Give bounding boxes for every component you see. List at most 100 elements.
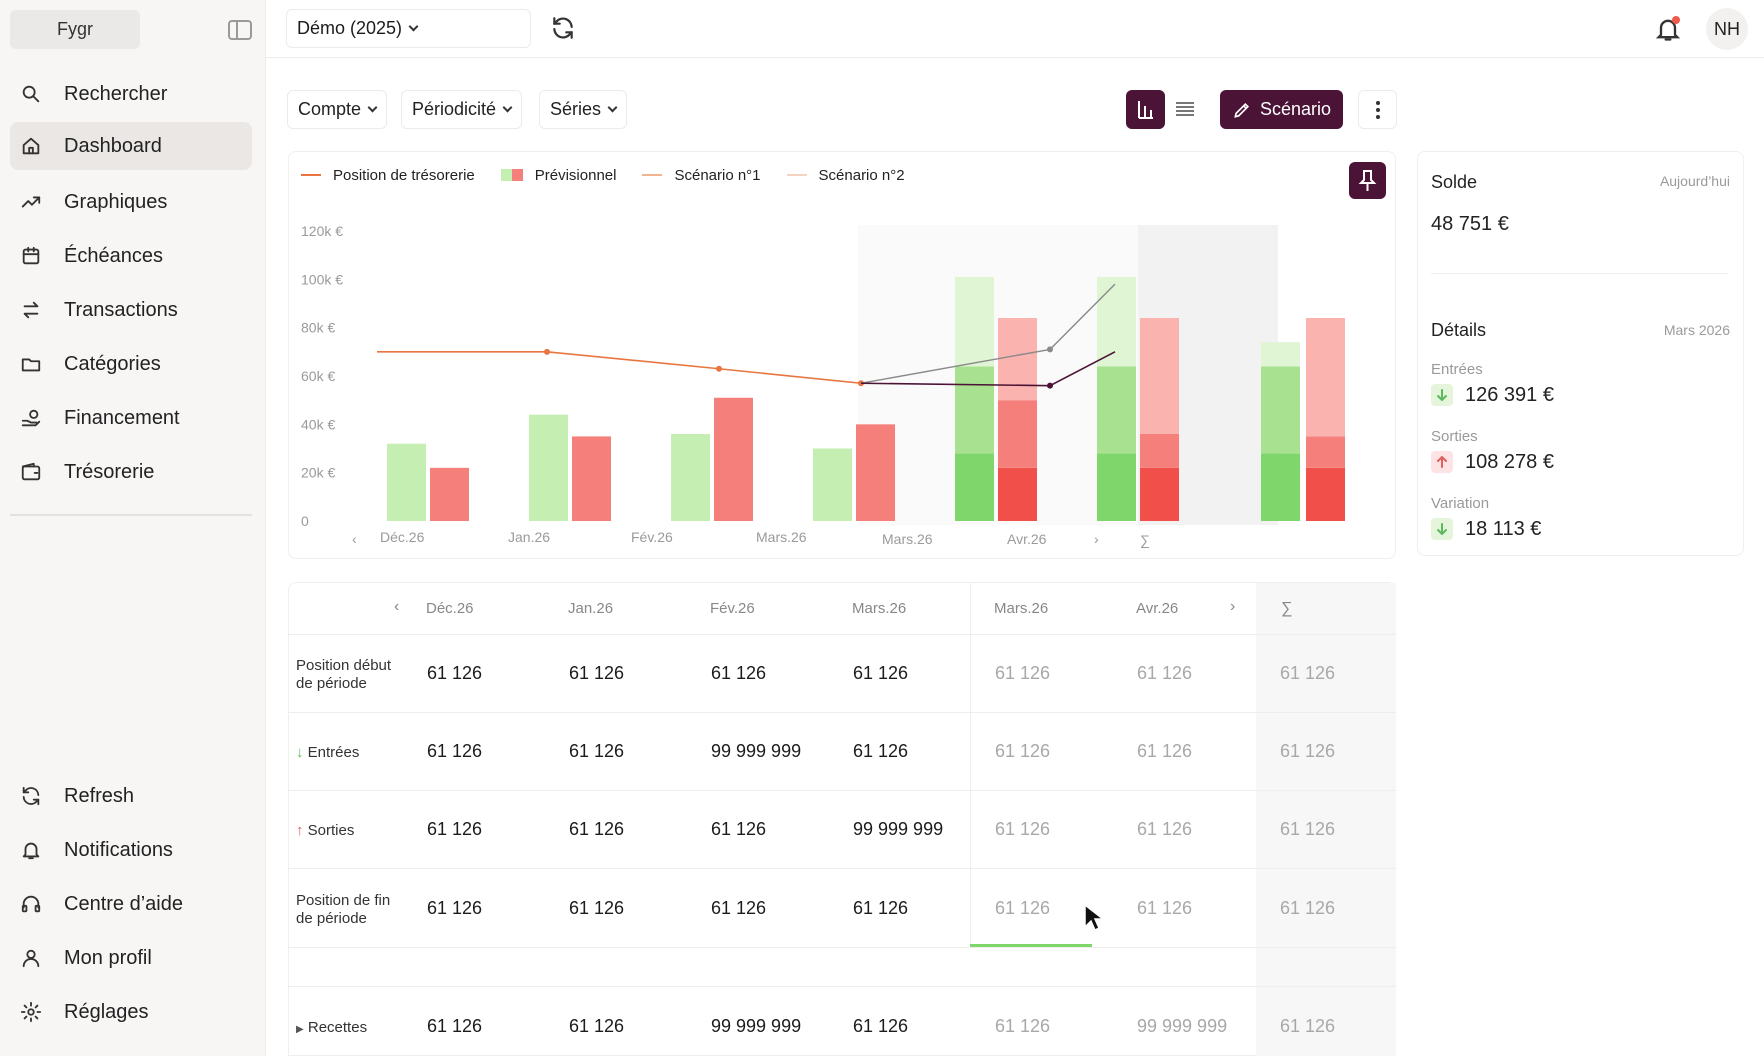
arrow-down-icon [1431,518,1453,540]
compte-filter[interactable]: Compte [287,90,388,129]
sidebar-item-refresh[interactable]: Refresh [10,772,252,820]
sum-label: ∑ [1140,532,1150,548]
legend-position[interactable]: Position de trésorerie [301,167,475,184]
avatar[interactable]: NH [1706,8,1748,50]
forecast-outflow-segment [998,318,1037,401]
table-cell[interactable]: 61 126 [569,741,625,761]
legend-scenario2[interactable]: Scénario n°2 [786,167,905,184]
table-cell[interactable]: 61 126 [1137,741,1193,761]
table-cell[interactable]: 61 126 [995,741,1051,761]
table-cell[interactable]: 61 126 [711,898,767,918]
arrow-down-icon: ↓ [296,744,304,761]
table-cell[interactable]: 99 999 999 [1137,1016,1228,1036]
sidebar-item-tresorerie[interactable]: Trésorerie [10,448,252,496]
inflow-bar [671,434,710,521]
table-cell[interactable]: 61 126 [853,741,909,761]
table-cell[interactable]: 61 126 [853,663,909,683]
chevron-down-icon [408,21,419,32]
row-label-recettes[interactable]: ▶ Recettes [296,1019,367,1039]
periodicite-filter[interactable]: Périodicité [401,90,523,129]
table-cell[interactable]: 61 126 [427,898,483,918]
sidebar-item-rechercher[interactable]: Rechercher [10,70,252,118]
table-cell[interactable]: 61 126 [853,898,909,918]
series-filter[interactable]: Séries [539,90,628,129]
table-cell[interactable]: 61 126 [995,819,1051,839]
details-date: Mars 2026 [1663,322,1730,338]
table-cell[interactable]: 99 999 999 [711,1016,802,1036]
table-cell[interactable]: 61 126 [995,1016,1051,1036]
table-cell[interactable]: 61 126 [853,1016,909,1036]
bell-icon [20,839,42,861]
details-label: Détails [1431,320,1487,340]
x-tick-label: Fév.26 [631,529,673,545]
sidebar-item-transactions[interactable]: Transactions [10,286,252,334]
table-cell[interactable]: 99 999 999 [853,819,944,839]
sum-cell: 61 126 [1280,741,1336,761]
sidebar-item-notifications[interactable]: Notifications [10,826,252,874]
legend-scenario1[interactable]: Scénario n°1 [642,167,761,184]
table-cell[interactable]: 61 126 [1137,663,1193,683]
forecast-outflow-segment [1140,318,1179,434]
sidebar-item-reglages[interactable]: Réglages [10,988,252,1036]
workspace-label: Démo (2025) [297,18,403,38]
table-view-button[interactable] [1165,90,1204,129]
sidebar-item-financement[interactable]: Financement [10,394,252,442]
table-cell[interactable]: 61 126 [569,819,625,839]
chevron-right-icon[interactable]: › [1230,598,1236,615]
sidebar-item-label: Notifications [64,838,173,861]
scenario-button[interactable]: Scénario [1220,90,1343,129]
workspace-brand[interactable]: Fygr [10,10,140,49]
workspace-select[interactable]: Démo (2025) [286,9,531,48]
sidebar-collapse-icon[interactable] [228,20,252,40]
pin-button[interactable] [1349,162,1386,199]
sidebar-item-mon-profil[interactable]: Mon profil [10,934,252,982]
table-cell[interactable]: 61 126 [427,741,483,761]
table-cell[interactable]: 61 126 [1137,819,1193,839]
table-cell[interactable]: 61 126 [995,898,1051,918]
sidebar-item-echeances[interactable]: Échéances [10,232,252,280]
bar-chart-icon [1138,101,1153,119]
chevron-down-icon [502,102,513,113]
sidebar-item-label: Mon profil [64,946,152,969]
legend-previsionnel[interactable]: Prévisionnel [500,167,616,184]
forecast-inflow-segment [1097,276,1136,367]
row-separator [288,947,1396,948]
view-toggle [1126,90,1204,129]
table-cell[interactable]: 99 999 999 [711,741,802,761]
sidebar-item-categories[interactable]: Catégories [10,340,252,388]
table-cell[interactable]: 61 126 [427,663,483,683]
table-header: Mars.26 [852,600,907,617]
inflow-bar [387,443,426,521]
scenario1-point [1047,382,1053,389]
table-cell[interactable]: 61 126 [569,663,625,683]
trending-icon [20,191,42,213]
chart-view-button[interactable] [1126,90,1165,129]
table-cell[interactable]: 61 126 [427,1016,483,1036]
outflow-bar [572,436,611,521]
forecast-outflow-segment [1140,467,1179,521]
row-label: Recettes [307,1019,368,1036]
sum-cell: 61 126 [1280,819,1336,839]
table-cell[interactable]: 61 126 [569,1016,625,1036]
table-cell[interactable]: 61 126 [427,819,483,839]
sidebar-item-label: Trésorerie [64,460,155,483]
refresh-icon[interactable] [550,15,576,41]
sidebar-item-label: Rechercher [64,82,168,105]
forecast-inflow-segment [1097,366,1136,454]
panel-divider [1431,273,1728,274]
solde-panel [1417,151,1744,556]
table-cell[interactable]: 61 126 [569,898,625,918]
sidebar-item-dashboard[interactable]: Dashboard [10,122,252,170]
sidebar-item-graphiques[interactable]: Graphiques [10,178,252,226]
notification-bell-icon[interactable] [1654,14,1682,44]
sidebar-item-centre-aide[interactable]: Centre d’aide [10,880,252,928]
table-cell[interactable]: 61 126 [711,819,767,839]
table-cell[interactable]: 61 126 [995,663,1051,683]
forecast-inflow-segment [1097,453,1136,521]
sum-inflow-segment [1261,366,1300,454]
table-cell[interactable]: 61 126 [1137,898,1193,918]
table-cell[interactable]: 61 126 [711,663,767,683]
chevron-left-icon[interactable]: ‹ [394,598,400,615]
more-options-button[interactable] [1358,90,1397,129]
forecast-inflow-segment [955,276,994,367]
